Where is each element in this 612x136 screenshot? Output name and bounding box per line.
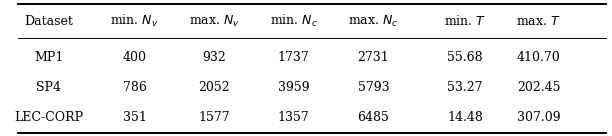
Text: SP4: SP4 [37, 81, 61, 94]
Text: 932: 932 [203, 51, 226, 64]
Text: MP1: MP1 [34, 51, 64, 64]
Text: min. $N_v$: min. $N_v$ [110, 13, 159, 29]
Text: 6485: 6485 [357, 111, 389, 124]
Text: 400: 400 [122, 51, 147, 64]
Text: 14.48: 14.48 [447, 111, 483, 124]
Text: 55.68: 55.68 [447, 51, 483, 64]
Text: 307.09: 307.09 [517, 111, 561, 124]
Text: 410.70: 410.70 [517, 51, 561, 64]
Text: max. $N_c$: max. $N_c$ [348, 13, 398, 29]
Text: 2731: 2731 [357, 51, 389, 64]
Text: 5793: 5793 [357, 81, 389, 94]
Text: 3959: 3959 [278, 81, 310, 94]
Text: Dataset: Dataset [24, 15, 73, 28]
Text: 53.27: 53.27 [447, 81, 483, 94]
Text: 2052: 2052 [198, 81, 230, 94]
Text: 1737: 1737 [278, 51, 310, 64]
Text: 202.45: 202.45 [517, 81, 561, 94]
Text: 351: 351 [122, 111, 147, 124]
Text: 1577: 1577 [198, 111, 230, 124]
Text: 786: 786 [122, 81, 147, 94]
Text: max. $N_v$: max. $N_v$ [188, 13, 240, 29]
Text: min. $N_c$: min. $N_c$ [270, 13, 318, 29]
Text: max. $T$: max. $T$ [516, 15, 561, 28]
Text: min. $T$: min. $T$ [444, 14, 487, 28]
Text: LEC-CORP: LEC-CORP [15, 111, 83, 124]
Text: 1357: 1357 [278, 111, 310, 124]
